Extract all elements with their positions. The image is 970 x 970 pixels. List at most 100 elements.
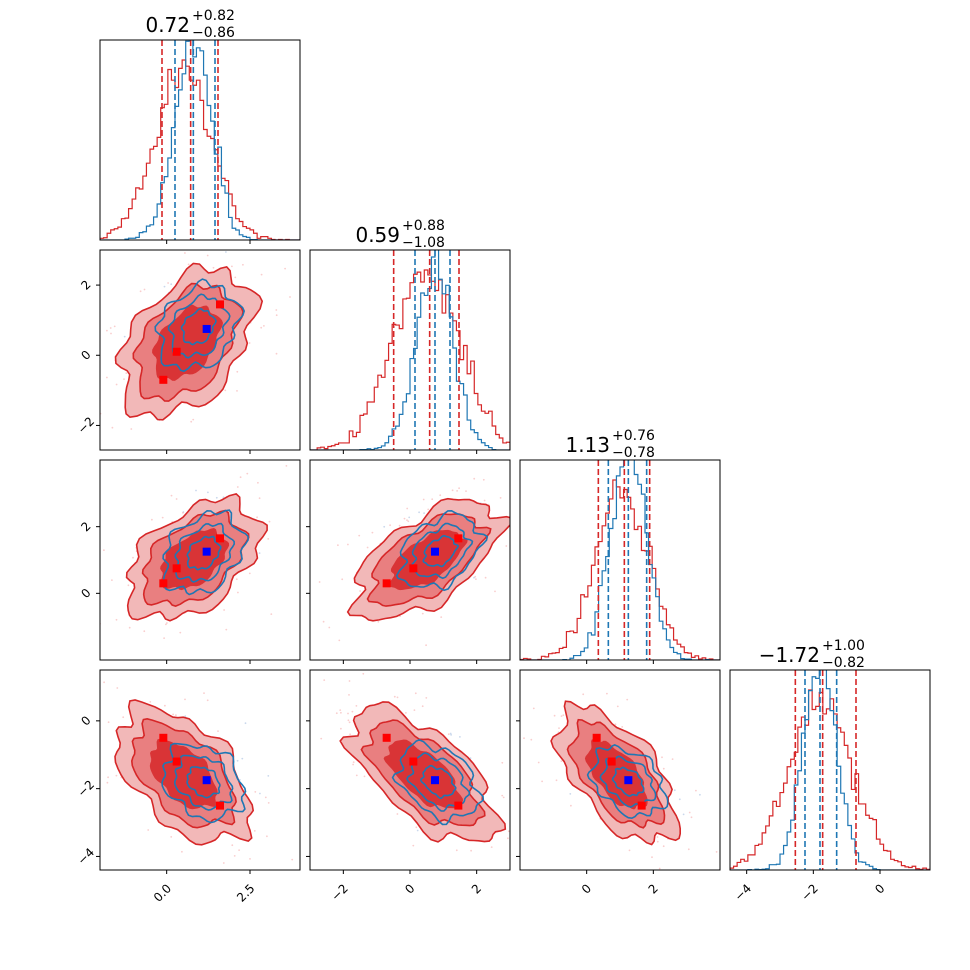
- sample-dot: [347, 712, 349, 715]
- title-plus: +0.76: [612, 428, 655, 444]
- sample-dot: [363, 775, 366, 778]
- sample-dot: [393, 695, 396, 698]
- title-value: 0.72: [145, 13, 190, 37]
- sample-dot: [116, 687, 119, 689]
- sample-dot: [505, 545, 508, 547]
- sample-dot: [473, 576, 475, 579]
- sample-dot: [383, 525, 386, 528]
- sample-dot: [656, 836, 659, 838]
- sample-dot: [569, 793, 572, 795]
- joint-panel-3-0: [99, 669, 301, 871]
- sample-dot: [263, 325, 265, 327]
- sample-marker: [382, 579, 391, 588]
- sample-dot: [418, 511, 420, 514]
- sample-dot: [110, 332, 112, 335]
- title-plus: +0.88: [402, 218, 445, 234]
- sample-dot: [347, 543, 349, 546]
- sample-dot: [323, 679, 326, 681]
- sample-dot: [507, 830, 510, 833]
- sample-dot: [348, 721, 351, 724]
- sample-dot: [582, 693, 585, 696]
- sample-dot: [408, 516, 411, 519]
- sample-dot: [241, 757, 244, 760]
- sample-dot: [284, 267, 286, 270]
- sample-dot: [184, 698, 186, 701]
- sample-dot: [482, 478, 485, 481]
- sample-dot: [450, 734, 452, 736]
- contour-secondary-outer: [395, 509, 489, 592]
- sample-dot: [206, 254, 209, 257]
- title-value: 1.13: [565, 433, 610, 457]
- sample-dot: [355, 774, 358, 777]
- sample-dot: [673, 789, 676, 792]
- sample-marker: [172, 347, 181, 356]
- contour-primary-inner: [160, 528, 230, 591]
- sample-dot: [248, 572, 251, 575]
- sample-dot: [349, 733, 351, 736]
- sample-dot: [236, 370, 239, 373]
- sample-dot: [107, 776, 109, 779]
- sample-marker: [454, 801, 463, 810]
- sample-dot: [115, 383, 118, 386]
- sample-marker: [159, 579, 168, 588]
- contour-secondary-inner: [186, 535, 222, 571]
- sample-dot: [212, 266, 215, 269]
- sample-dot: [320, 737, 323, 740]
- diag-content-0: [100, 40, 300, 240]
- sample-dot: [128, 626, 131, 629]
- joint-panel-3-1: [309, 669, 511, 871]
- sample-dot: [187, 263, 190, 266]
- panel-title-2: 1.13 +0.76−0.78: [565, 428, 655, 461]
- sample-dot: [562, 714, 565, 717]
- sample-marker: [159, 733, 168, 742]
- sample-dot: [626, 698, 629, 701]
- contour-primary-inner: [149, 738, 218, 810]
- sample-dot: [537, 761, 540, 764]
- sample-dot: [234, 276, 237, 279]
- sample-dot: [256, 516, 258, 519]
- sample-marker: [637, 801, 646, 810]
- sample-dot: [523, 737, 525, 740]
- title-minus: −0.86: [192, 25, 235, 41]
- sample-dot: [225, 251, 227, 253]
- sample-dot: [215, 496, 218, 499]
- contour-secondary-inner: [420, 764, 457, 800]
- sample-dot: [423, 512, 425, 514]
- sample-dot: [484, 576, 487, 579]
- sample-dot: [181, 850, 183, 853]
- sample-dot: [167, 282, 170, 284]
- sample-dot: [239, 476, 242, 479]
- sample-dot: [475, 578, 477, 580]
- diag-panel-2: 1.13 +0.76−0.78: [519, 428, 721, 661]
- sample-dot: [351, 710, 354, 713]
- sample-dot: [469, 757, 472, 759]
- diag-frame-0: [99, 39, 301, 241]
- sample-dot: [348, 680, 351, 682]
- joint-content: [100, 251, 291, 430]
- sample-dot: [465, 490, 467, 492]
- sample-dot: [616, 705, 619, 708]
- truth-marker: [202, 547, 211, 556]
- sample-dot: [431, 498, 434, 501]
- sample-dot: [347, 719, 350, 722]
- sample-marker: [216, 534, 224, 543]
- sample-marker: [409, 564, 418, 573]
- title-value: 0.59: [355, 223, 400, 247]
- sample-dot: [143, 630, 146, 633]
- contour-secondary-outer: [586, 744, 669, 820]
- sample-dot: [396, 813, 399, 815]
- sample-dot: [223, 609, 226, 611]
- contour-secondary-inner: [186, 766, 221, 799]
- sample-dot: [207, 491, 209, 494]
- sample-dot: [172, 713, 175, 716]
- sample-dot: [560, 715, 563, 717]
- sample-dot: [264, 796, 267, 799]
- sample-dot: [132, 556, 134, 559]
- sample-marker: [216, 801, 224, 810]
- sample-dot: [398, 524, 401, 527]
- sample-dot: [267, 775, 270, 777]
- sample-dot: [238, 849, 241, 851]
- sample-dot: [507, 837, 509, 840]
- contour-secondary-inner: [611, 766, 645, 797]
- sample-dot: [163, 637, 166, 639]
